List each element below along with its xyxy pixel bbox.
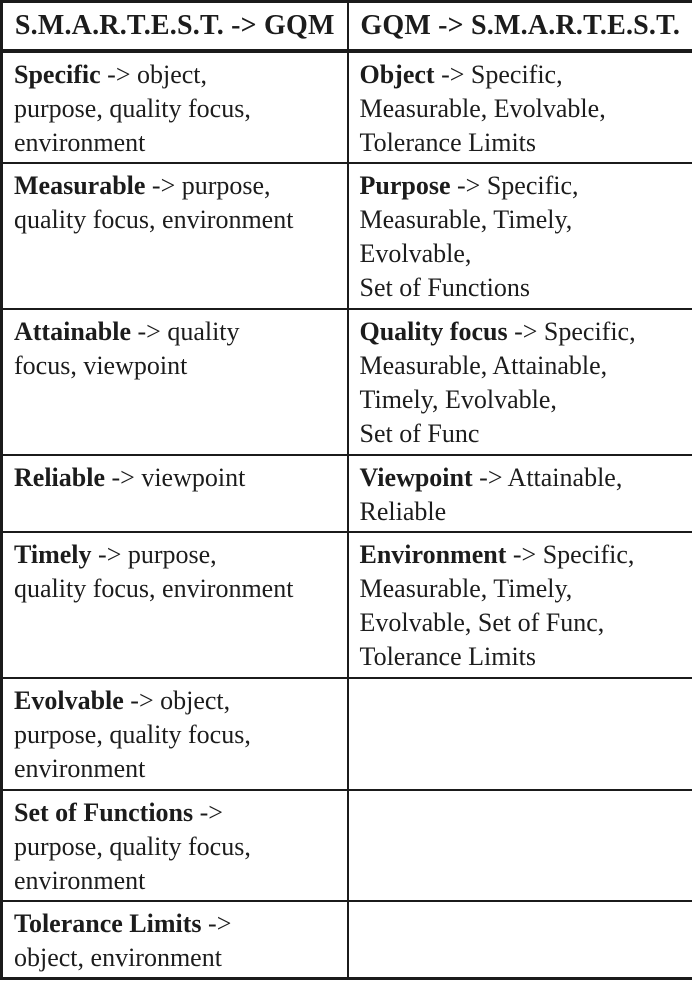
term-label: Tolerance Limits bbox=[14, 909, 202, 938]
cell-purpose-mapping: Purpose -> Specific, Measurable, Timely,… bbox=[346, 162, 692, 310]
col-header-gqm-to-smartest: GQM -> S.M.A.R.T.E.S.T. bbox=[346, 0, 692, 53]
cell-environment-mapping: Environment -> Specific, Measurable, Tim… bbox=[346, 531, 692, 679]
mapping-text: -> Specific, bbox=[507, 317, 636, 346]
term-label: Reliable bbox=[14, 463, 105, 492]
cell-timely-mapping: Timely -> purpose, quality focus, enviro… bbox=[0, 531, 349, 679]
mapping-text: -> Specific, bbox=[434, 60, 563, 89]
term-label: Specific bbox=[14, 60, 101, 89]
mapping-text: environment bbox=[14, 128, 146, 157]
cell-evolvable-mapping: Evolvable -> object, purpose, quality fo… bbox=[0, 677, 349, 791]
table-row: Evolvable -> object, purpose, quality fo… bbox=[0, 677, 692, 791]
term-label: Object bbox=[359, 60, 435, 89]
term-label: Quality focus bbox=[359, 317, 508, 346]
cell-set-of-functions-mapping: Set of Functions -> purpose, quality foc… bbox=[0, 789, 349, 902]
mapping-text: environment bbox=[14, 866, 146, 895]
mapping-text: Timely, Evolvable, bbox=[359, 385, 557, 414]
mapping-text: -> Specific, bbox=[506, 540, 635, 569]
term-label: Measurable bbox=[14, 171, 146, 200]
term-label: Set of Functions bbox=[14, 798, 194, 827]
mapping-text: Tolerance Limits bbox=[359, 128, 537, 157]
cell-quality-focus-mapping: Quality focus -> Specific, Measurable, A… bbox=[346, 308, 692, 456]
table-row: Reliable -> viewpoint Viewpoint -> Attai… bbox=[0, 454, 692, 533]
empty-cell bbox=[346, 789, 692, 902]
mapping-text: -> bbox=[193, 798, 223, 827]
mapping-text: Evolvable, Set of Func, bbox=[359, 608, 605, 637]
mapping-text: Evolvable, bbox=[359, 239, 472, 268]
mapping-text: focus, viewpoint bbox=[14, 351, 188, 380]
mapping-text: Set of Functions bbox=[359, 273, 530, 302]
mapping-text: quality focus, environment bbox=[14, 574, 294, 603]
cell-viewpoint-mapping: Viewpoint -> Attainable, Reliable bbox=[346, 454, 692, 533]
empty-cell bbox=[346, 900, 692, 980]
mapping-text: -> viewpoint bbox=[105, 463, 246, 492]
mapping-text: -> quality bbox=[131, 317, 240, 346]
mapping-text: -> purpose, bbox=[145, 171, 271, 200]
mapping-text: purpose, quality focus, bbox=[14, 832, 251, 861]
mapping-text: Tolerance Limits bbox=[359, 642, 537, 671]
table-row: Measurable -> purpose, quality focus, en… bbox=[0, 162, 692, 310]
cell-measurable-mapping: Measurable -> purpose, quality focus, en… bbox=[0, 162, 349, 310]
table-row: Tolerance Limits -> object, environment bbox=[0, 900, 692, 980]
cell-object-mapping: Object -> Specific, Measurable, Evolvabl… bbox=[346, 50, 692, 164]
cell-tolerance-limits-mapping: Tolerance Limits -> object, environment bbox=[0, 900, 349, 980]
mapping-text: Measurable, Evolvable, bbox=[359, 94, 606, 123]
mapping-text: Measurable, Attainable, bbox=[359, 351, 608, 380]
mapping-text: -> object, bbox=[100, 60, 208, 89]
term-label: Attainable bbox=[14, 317, 131, 346]
header-row: S.M.A.R.T.E.S.T. -> GQM GQM -> S.M.A.R.T… bbox=[0, 0, 692, 53]
mapping-text: object, environment bbox=[14, 943, 222, 972]
mapping-text: Measurable, Timely, bbox=[359, 205, 573, 234]
term-label: Viewpoint bbox=[359, 463, 473, 492]
mapping-text: quality focus, environment bbox=[14, 205, 294, 234]
mapping-text: -> Attainable, bbox=[472, 463, 623, 492]
empty-cell bbox=[346, 677, 692, 791]
cell-attainable-mapping: Attainable -> quality focus, viewpoint bbox=[0, 308, 349, 456]
table-row: Attainable -> quality focus, viewpoint Q… bbox=[0, 308, 692, 456]
mapping-text: -> Specific, bbox=[450, 171, 579, 200]
table-row: Set of Functions -> purpose, quality foc… bbox=[0, 789, 692, 902]
mapping-text: -> object, bbox=[123, 686, 231, 715]
term-label: Purpose bbox=[359, 171, 451, 200]
table-row: Specific -> object, purpose, quality foc… bbox=[0, 50, 692, 164]
term-label: Timely bbox=[14, 540, 92, 569]
term-label: Evolvable bbox=[14, 686, 124, 715]
mapping-text: Measurable, Timely, bbox=[359, 574, 573, 603]
mapping-text: -> bbox=[201, 909, 232, 938]
col-header-smartest-to-gqm: S.M.A.R.T.E.S.T. -> GQM bbox=[0, 0, 349, 53]
cell-specific-mapping: Specific -> object, purpose, quality foc… bbox=[0, 50, 349, 164]
cell-reliable-mapping: Reliable -> viewpoint bbox=[0, 454, 349, 533]
mapping-text: Set of Func bbox=[359, 419, 480, 448]
mapping-text: purpose, quality focus, bbox=[14, 94, 251, 123]
mapping-text: -> purpose, bbox=[91, 540, 217, 569]
table-row: Timely -> purpose, quality focus, enviro… bbox=[0, 531, 692, 679]
term-label: Environment bbox=[359, 540, 507, 569]
mapping-text: purpose, quality focus, bbox=[14, 720, 251, 749]
mapping-text: environment bbox=[14, 754, 146, 783]
mapping-text: Reliable bbox=[359, 497, 447, 526]
